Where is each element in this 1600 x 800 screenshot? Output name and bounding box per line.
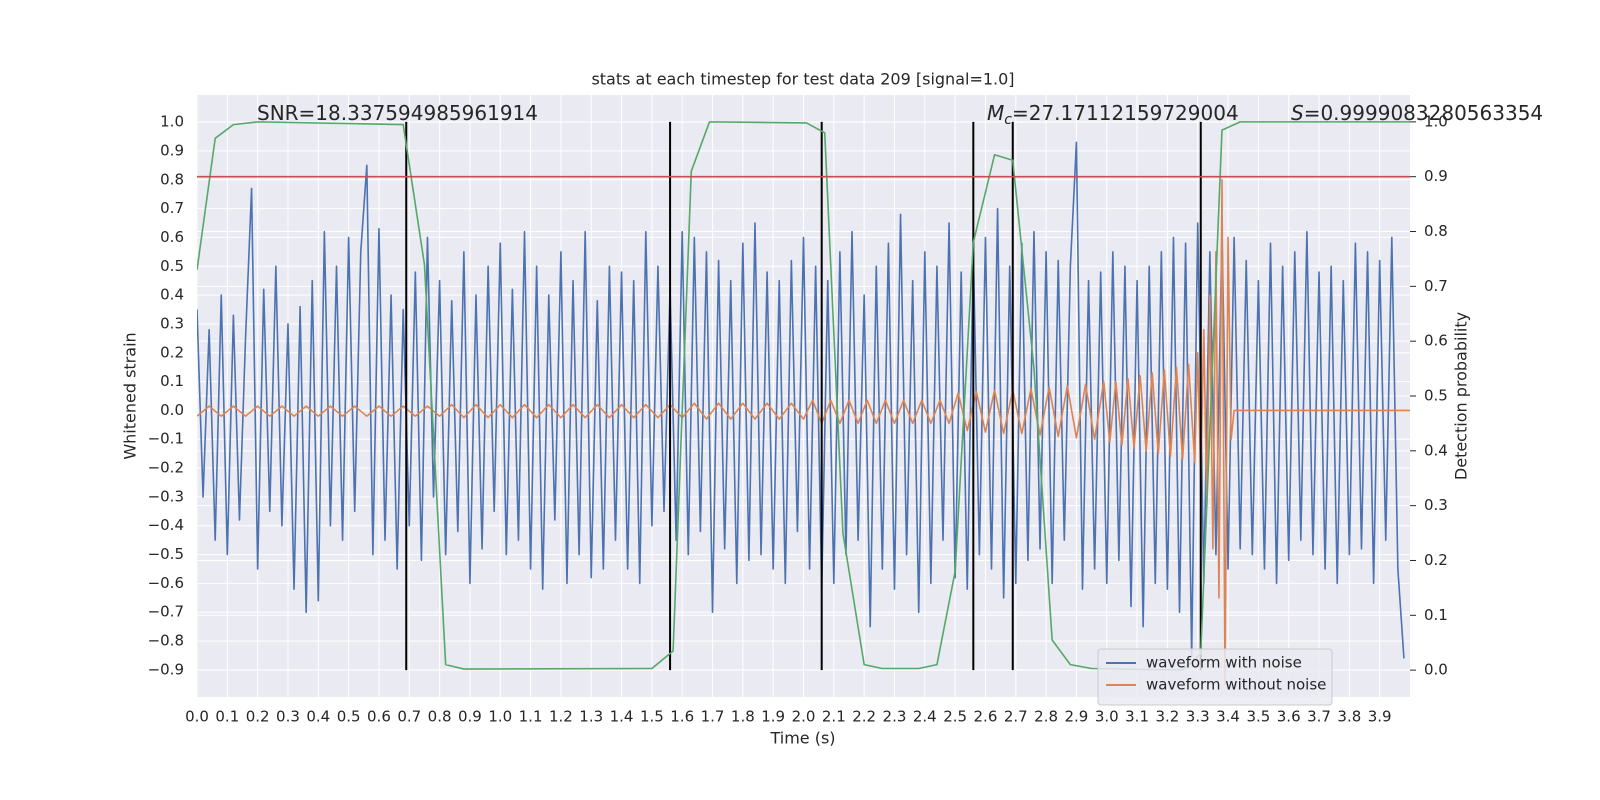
legend-box [1097, 648, 1333, 706]
annotation-symbol: S [1291, 101, 1304, 125]
x-tick-label: 0.1 [215, 708, 239, 726]
x-tick-label: 2.7 [1004, 708, 1028, 726]
x-tick-label: 1.9 [761, 708, 785, 726]
y-tick-label: −0.6 [148, 574, 184, 592]
annotation-text: =0.9999083280563354 [1304, 101, 1543, 125]
y-tick-label: −0.2 [148, 459, 184, 477]
annotation: Mc=27.17112159729004 [987, 101, 1239, 129]
x-tick-label: 0.0 [185, 708, 209, 726]
x-tick-label: 0.2 [246, 708, 270, 726]
y2-tick-label: 0.4 [1424, 441, 1448, 459]
y2-tick-label: 0.6 [1424, 332, 1448, 350]
y2-axis-label: Detection probability [1452, 312, 1471, 480]
x-tick-label: 3.1 [1125, 708, 1149, 726]
y2-tick-label: 0.7 [1424, 277, 1448, 295]
x-tick-label: 3.4 [1216, 708, 1240, 726]
x-tick-label: 1.8 [731, 708, 755, 726]
annotation-text: =27.17112159729004 [1012, 101, 1239, 125]
y-tick-label: 1.0 [160, 113, 184, 131]
y2-tick-label: 0.5 [1424, 387, 1448, 405]
x-tick-label: 0.5 [337, 708, 361, 726]
x-tick-label: 2.9 [1064, 708, 1088, 726]
x-tick-label: 3.5 [1246, 708, 1270, 726]
y-tick-label: −0.1 [148, 430, 184, 448]
marks [197, 121, 1410, 686]
x-tick-label: 2.2 [852, 708, 876, 726]
annotation-text: SNR=18.337594985961914 [257, 101, 538, 125]
x-tick-label: 2.6 [974, 708, 998, 726]
y-tick-label: 0.1 [160, 372, 184, 390]
y2-tick-label: 0.3 [1424, 496, 1448, 514]
y-axis-label: Whitened strain [121, 332, 140, 459]
legend-label: waveform with noise [1146, 654, 1302, 672]
x-tick-label: 2.4 [913, 708, 937, 726]
series-line [197, 121, 1410, 671]
x-tick-label: 1.3 [579, 708, 603, 726]
x-tick-label: 3.9 [1368, 708, 1392, 726]
x-tick-label: 0.7 [397, 708, 421, 726]
series-line [197, 178, 1410, 686]
x-axis-label: Time (s) [769, 729, 835, 748]
x-tick-label: 1.5 [640, 708, 664, 726]
x-tick-label: 1.1 [519, 708, 543, 726]
y2-tick-label: 0.1 [1424, 606, 1448, 624]
grid [196, 95, 1410, 697]
x-tick-label: 0.6 [367, 708, 391, 726]
x-tick-label: 1.0 [488, 708, 512, 726]
y2-tick-label: 0.2 [1424, 551, 1448, 569]
y2-tick-label: 0.0 [1424, 661, 1448, 679]
y-tick-label: 0.8 [160, 170, 184, 188]
annotation-symbol: M [987, 101, 1004, 125]
annotation: S=0.9999083280563354 [1291, 101, 1543, 125]
legend-label: waveform without noise [1146, 676, 1326, 694]
x-tick-label: 0.4 [306, 708, 330, 726]
x-tick-label: 2.1 [822, 708, 846, 726]
x-tick-label: 1.2 [549, 708, 573, 726]
x-tick-label: 0.8 [428, 708, 452, 726]
x-tick-label: 3.6 [1277, 708, 1301, 726]
y-tick-label: 0.9 [160, 141, 184, 159]
x-tick-label: 1.4 [610, 708, 634, 726]
y-tick-label: 0.0 [160, 401, 184, 419]
y-tick-label: −0.9 [148, 660, 184, 678]
x-tick-label: 2.3 [883, 708, 907, 726]
y2-tick-label: 1.0 [1424, 112, 1448, 130]
x-tick-label: 3.3 [1186, 708, 1210, 726]
x-tick-label: 1.6 [670, 708, 694, 726]
x-tick-label: 0.3 [276, 708, 300, 726]
x-tick-label: 3.7 [1307, 708, 1331, 726]
annotation: SNR=18.337594985961914 [257, 101, 538, 125]
x-tick-label: 3.0 [1095, 708, 1119, 726]
series-line [197, 141, 1405, 659]
y-tick-label: 0.4 [160, 286, 184, 304]
x-tick-label: 2.8 [1034, 708, 1058, 726]
x-tick-label: 3.8 [1337, 708, 1361, 726]
y2-tick-label: 0.8 [1424, 222, 1448, 240]
y-tick-label: −0.5 [148, 545, 184, 563]
y-tick-label: 0.6 [160, 228, 184, 246]
y-tick-label: −0.8 [148, 632, 184, 650]
annotation-subscript: c [1004, 112, 1012, 128]
chart-title: stats at each timestep for test data 209… [591, 70, 1014, 89]
y-tick-label: 0.7 [160, 199, 184, 217]
x-tick-label: 2.5 [943, 708, 967, 726]
x-tick-label: 2.0 [792, 708, 816, 726]
y-tick-label: −0.3 [148, 487, 184, 505]
y2-tick-label: 0.9 [1424, 167, 1448, 185]
y-tick-label: −0.7 [148, 603, 184, 621]
x-tick-label: 0.9 [458, 708, 482, 726]
y-tick-label: 0.2 [160, 343, 184, 361]
y-tick-label: 0.5 [160, 257, 184, 275]
y-tick-label: 0.3 [160, 314, 184, 332]
labels: 0.0 0.1 0.2 0.3 0.4 0.5 0.6 0.7 0.8 0.9 1.0 1.1 1.2 1… [148, 101, 1544, 726]
x-tick-label: 1.7 [701, 708, 725, 726]
x-tick-label: 3.2 [1155, 708, 1179, 726]
legend: waveform with noise waveform without nois… [1097, 648, 1333, 706]
y-tick-label: −0.4 [148, 516, 184, 534]
